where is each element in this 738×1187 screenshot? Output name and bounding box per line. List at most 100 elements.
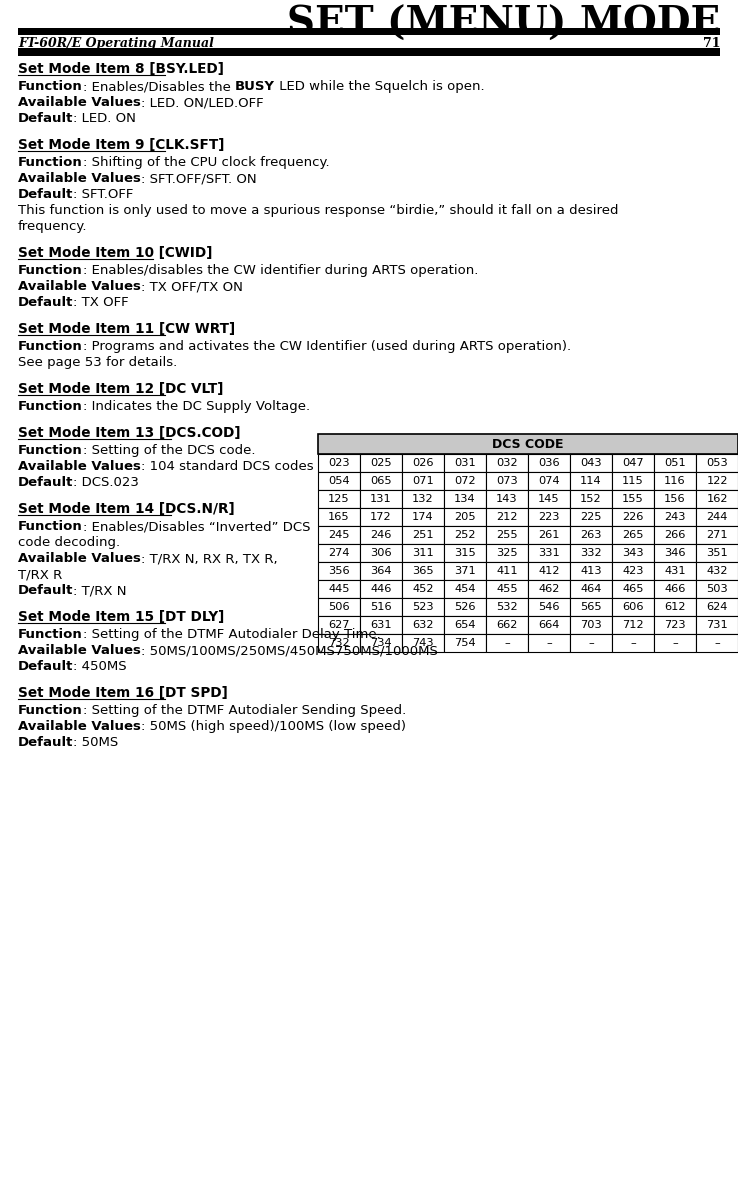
Text: 252: 252 bbox=[455, 531, 476, 540]
Bar bbox=[360, 580, 402, 598]
Text: : 104 standard DCS codes: : 104 standard DCS codes bbox=[141, 461, 314, 472]
Bar bbox=[654, 634, 696, 652]
Text: 246: 246 bbox=[370, 531, 392, 540]
Text: Function: Function bbox=[18, 155, 83, 169]
Bar bbox=[570, 490, 612, 508]
Text: 132: 132 bbox=[413, 494, 434, 504]
Bar bbox=[612, 526, 654, 544]
Text: This function is only used to move a spurious response “birdie,” should it fall : This function is only used to move a spu… bbox=[18, 204, 618, 217]
Bar bbox=[318, 598, 360, 616]
Text: BUSY: BUSY bbox=[235, 80, 275, 93]
Bar bbox=[528, 472, 570, 490]
Text: –: – bbox=[504, 637, 510, 648]
Bar bbox=[528, 561, 570, 580]
Text: : Setting of the DTMF Autodialer Sending Speed.: : Setting of the DTMF Autodialer Sending… bbox=[83, 704, 406, 717]
Text: FT-60R/E Operating Manual: FT-60R/E Operating Manual bbox=[18, 37, 214, 50]
Bar bbox=[318, 472, 360, 490]
Text: 712: 712 bbox=[622, 620, 644, 630]
Text: : Setting of the DCS code.: : Setting of the DCS code. bbox=[83, 444, 255, 457]
Text: 116: 116 bbox=[664, 476, 686, 485]
Bar bbox=[696, 544, 738, 561]
Bar bbox=[612, 490, 654, 508]
Text: 364: 364 bbox=[370, 566, 392, 576]
Bar bbox=[444, 472, 486, 490]
Bar bbox=[612, 580, 654, 598]
Text: 036: 036 bbox=[538, 458, 560, 468]
Bar bbox=[402, 526, 444, 544]
Text: 073: 073 bbox=[496, 476, 518, 485]
Bar bbox=[654, 526, 696, 544]
Bar bbox=[654, 561, 696, 580]
Text: 054: 054 bbox=[328, 476, 350, 485]
Text: 662: 662 bbox=[497, 620, 517, 630]
Text: 263: 263 bbox=[580, 531, 601, 540]
Text: 325: 325 bbox=[496, 548, 518, 558]
Bar bbox=[402, 580, 444, 598]
Text: 031: 031 bbox=[454, 458, 476, 468]
Bar bbox=[402, 544, 444, 561]
Text: 546: 546 bbox=[538, 602, 559, 612]
Bar bbox=[486, 580, 528, 598]
Text: 074: 074 bbox=[538, 476, 560, 485]
Text: 152: 152 bbox=[580, 494, 601, 504]
Text: 315: 315 bbox=[454, 548, 476, 558]
Text: –: – bbox=[714, 637, 720, 648]
Text: Function: Function bbox=[18, 444, 83, 457]
Text: Default: Default bbox=[18, 476, 73, 489]
Text: 523: 523 bbox=[413, 602, 434, 612]
Text: 413: 413 bbox=[580, 566, 601, 576]
Text: Set Mode Item 12 [DC VLT]: Set Mode Item 12 [DC VLT] bbox=[18, 382, 224, 396]
Bar bbox=[318, 526, 360, 544]
Text: 072: 072 bbox=[454, 476, 476, 485]
Bar bbox=[444, 634, 486, 652]
Text: T/RX R: T/RX R bbox=[18, 569, 62, 580]
Bar bbox=[360, 561, 402, 580]
Text: 423: 423 bbox=[622, 566, 644, 576]
Text: : DCS.023: : DCS.023 bbox=[73, 476, 139, 489]
Bar bbox=[360, 544, 402, 561]
Bar bbox=[402, 616, 444, 634]
Text: 565: 565 bbox=[580, 602, 601, 612]
Bar bbox=[570, 634, 612, 652]
Text: 223: 223 bbox=[538, 512, 559, 522]
Bar bbox=[696, 453, 738, 472]
Text: 047: 047 bbox=[622, 458, 644, 468]
Text: 455: 455 bbox=[496, 584, 518, 594]
Bar bbox=[696, 526, 738, 544]
Text: : 50MS/100MS/250MS/450MS750MS/1000MS: : 50MS/100MS/250MS/450MS750MS/1000MS bbox=[141, 645, 438, 656]
Text: 632: 632 bbox=[413, 620, 434, 630]
Text: 145: 145 bbox=[538, 494, 560, 504]
Text: 462: 462 bbox=[538, 584, 559, 594]
Text: : SFT.OFF: : SFT.OFF bbox=[73, 188, 134, 201]
Text: 155: 155 bbox=[622, 494, 644, 504]
Text: 174: 174 bbox=[413, 512, 434, 522]
Text: 245: 245 bbox=[328, 531, 350, 540]
Bar bbox=[18, 28, 720, 34]
Text: Set Mode Item 11 [CW WRT]: Set Mode Item 11 [CW WRT] bbox=[18, 322, 235, 336]
Text: 244: 244 bbox=[706, 512, 728, 522]
Text: Available Values: Available Values bbox=[18, 96, 141, 109]
Bar bbox=[570, 526, 612, 544]
Bar bbox=[486, 453, 528, 472]
Text: code decoding.: code decoding. bbox=[18, 537, 120, 550]
Text: : Enables/Disables the: : Enables/Disables the bbox=[83, 80, 235, 93]
Text: : Programs and activates the CW Identifier (used during ARTS operation).: : Programs and activates the CW Identifi… bbox=[83, 339, 571, 353]
Text: Set Mode Item 15 [DT DLY]: Set Mode Item 15 [DT DLY] bbox=[18, 610, 224, 624]
Text: 734: 734 bbox=[370, 637, 392, 648]
Text: Function: Function bbox=[18, 704, 83, 717]
Text: Available Values: Available Values bbox=[18, 280, 141, 293]
Text: 131: 131 bbox=[370, 494, 392, 504]
Text: 411: 411 bbox=[496, 566, 518, 576]
Text: 356: 356 bbox=[328, 566, 350, 576]
Bar bbox=[696, 634, 738, 652]
Text: 731: 731 bbox=[706, 620, 728, 630]
Text: 143: 143 bbox=[496, 494, 518, 504]
Text: 703: 703 bbox=[580, 620, 602, 630]
Bar bbox=[612, 472, 654, 490]
Bar bbox=[654, 472, 696, 490]
Text: 664: 664 bbox=[538, 620, 559, 630]
Text: Available Values: Available Values bbox=[18, 721, 141, 734]
Bar bbox=[444, 580, 486, 598]
Text: 023: 023 bbox=[328, 458, 350, 468]
Bar bbox=[444, 544, 486, 561]
